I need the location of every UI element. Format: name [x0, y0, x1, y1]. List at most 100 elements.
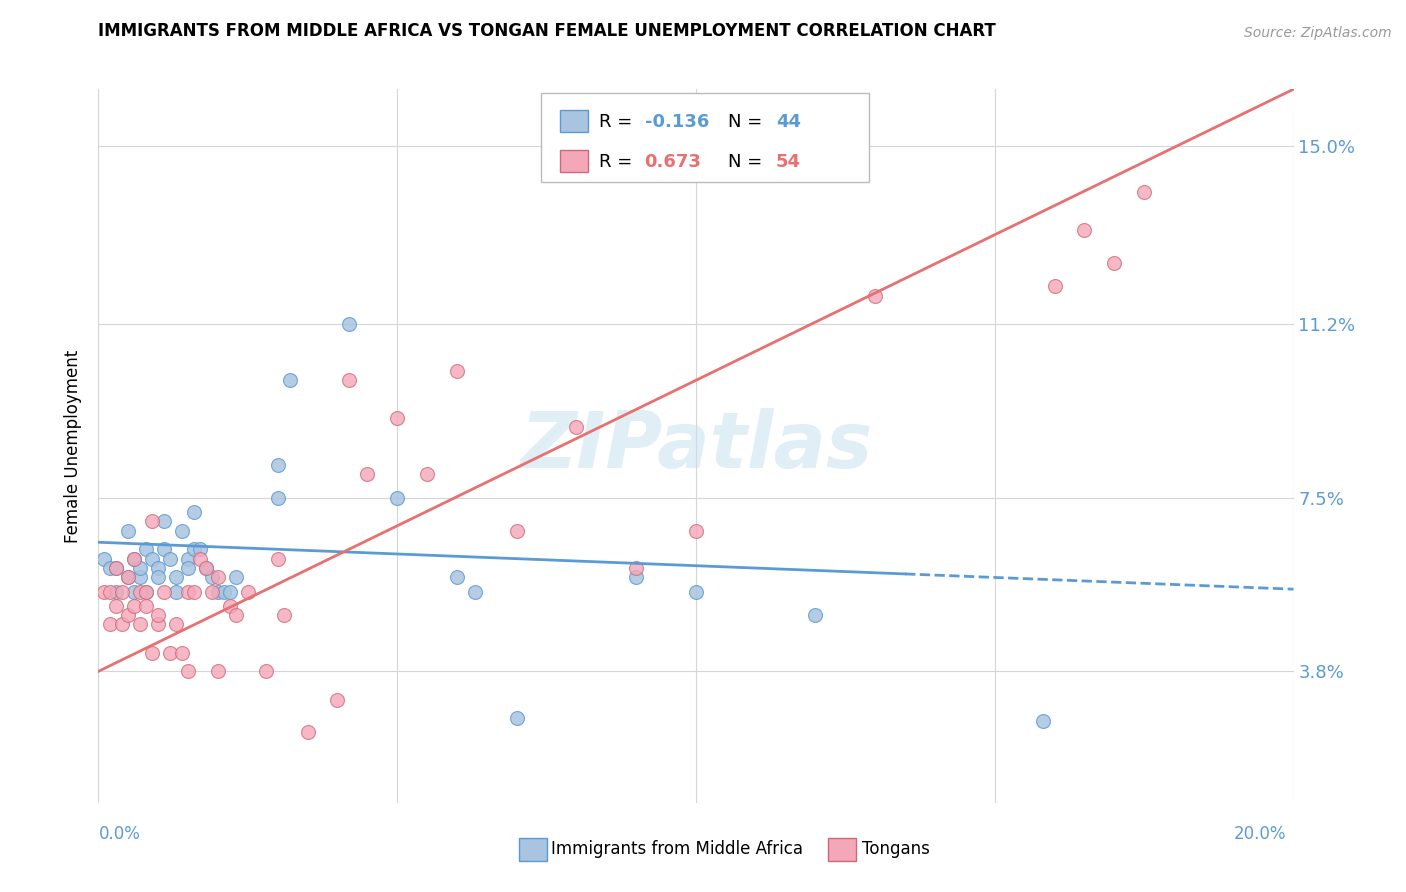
Point — [267, 458, 290, 472]
Point — [93, 584, 115, 599]
Point — [188, 551, 211, 566]
Point — [141, 646, 163, 660]
Point — [129, 617, 152, 632]
Point — [339, 373, 361, 387]
Point — [1032, 714, 1054, 728]
Point — [685, 524, 707, 538]
Point — [804, 607, 827, 622]
Point — [177, 584, 200, 599]
Point — [165, 584, 187, 599]
Point — [236, 584, 259, 599]
Point — [446, 570, 468, 584]
Point — [159, 551, 181, 566]
Point — [135, 584, 157, 599]
Point — [148, 607, 170, 622]
Point — [177, 665, 200, 679]
Point — [195, 561, 218, 575]
Point — [105, 561, 128, 575]
Point — [225, 607, 247, 622]
Point — [148, 617, 170, 632]
Point — [183, 542, 205, 557]
Point — [117, 570, 139, 584]
Point — [111, 617, 134, 632]
Text: R =: R = — [599, 153, 638, 171]
Point — [148, 561, 170, 575]
Point — [212, 584, 235, 599]
Point — [172, 524, 194, 538]
Point — [98, 617, 122, 632]
Point — [297, 725, 319, 739]
Point — [141, 551, 163, 566]
Point — [183, 505, 205, 519]
Text: 44: 44 — [776, 112, 801, 131]
Point — [188, 542, 211, 557]
Point — [464, 584, 486, 599]
Point — [207, 570, 229, 584]
Point — [98, 584, 122, 599]
Point — [1073, 223, 1095, 237]
Point — [93, 551, 115, 566]
Point — [385, 410, 409, 425]
Point — [225, 570, 247, 584]
Point — [1104, 256, 1126, 270]
Point — [135, 599, 157, 613]
Point — [207, 584, 229, 599]
Point — [165, 570, 187, 584]
Point — [129, 561, 152, 575]
Point — [446, 364, 468, 378]
Point — [219, 599, 242, 613]
Text: -0.136: -0.136 — [644, 112, 709, 131]
Point — [129, 570, 152, 584]
Point — [153, 584, 176, 599]
Point — [159, 646, 181, 660]
FancyBboxPatch shape — [560, 110, 589, 132]
Point — [195, 561, 218, 575]
Y-axis label: Female Unemployment: Female Unemployment — [65, 350, 83, 542]
FancyBboxPatch shape — [541, 93, 869, 182]
Point — [105, 561, 128, 575]
Point — [626, 561, 648, 575]
Text: 0.0%: 0.0% — [98, 825, 141, 843]
Point — [105, 599, 128, 613]
Point — [172, 646, 194, 660]
Text: Tongans: Tongans — [862, 840, 929, 858]
Point — [183, 584, 205, 599]
Point — [153, 542, 176, 557]
Point — [124, 551, 146, 566]
Point — [416, 467, 439, 482]
Point — [273, 607, 295, 622]
Point — [267, 551, 290, 566]
Point — [278, 373, 301, 387]
Text: R =: R = — [599, 112, 638, 131]
Point — [201, 584, 224, 599]
Point — [1043, 279, 1066, 293]
Point — [165, 617, 187, 632]
Point — [339, 317, 361, 331]
Point — [626, 570, 648, 584]
Text: N =: N = — [728, 153, 768, 171]
Text: 20.0%: 20.0% — [1234, 825, 1286, 843]
Point — [326, 692, 349, 706]
Point — [177, 551, 200, 566]
Point — [117, 524, 139, 538]
Point — [207, 665, 229, 679]
Point — [124, 551, 146, 566]
Point — [111, 584, 134, 599]
Text: ZIPatlas: ZIPatlas — [520, 408, 872, 484]
Point — [141, 514, 163, 528]
Point — [219, 584, 242, 599]
Point — [565, 420, 588, 434]
Text: 0.673: 0.673 — [644, 153, 702, 171]
Point — [506, 711, 529, 725]
Point — [124, 599, 146, 613]
Point — [267, 491, 290, 505]
Text: Immigrants from Middle Africa: Immigrants from Middle Africa — [551, 840, 803, 858]
Point — [865, 289, 887, 303]
Point — [385, 491, 409, 505]
Point — [129, 584, 152, 599]
Point — [177, 561, 200, 575]
Point — [506, 524, 529, 538]
Point — [117, 607, 139, 622]
Point — [685, 584, 707, 599]
Point — [98, 561, 122, 575]
